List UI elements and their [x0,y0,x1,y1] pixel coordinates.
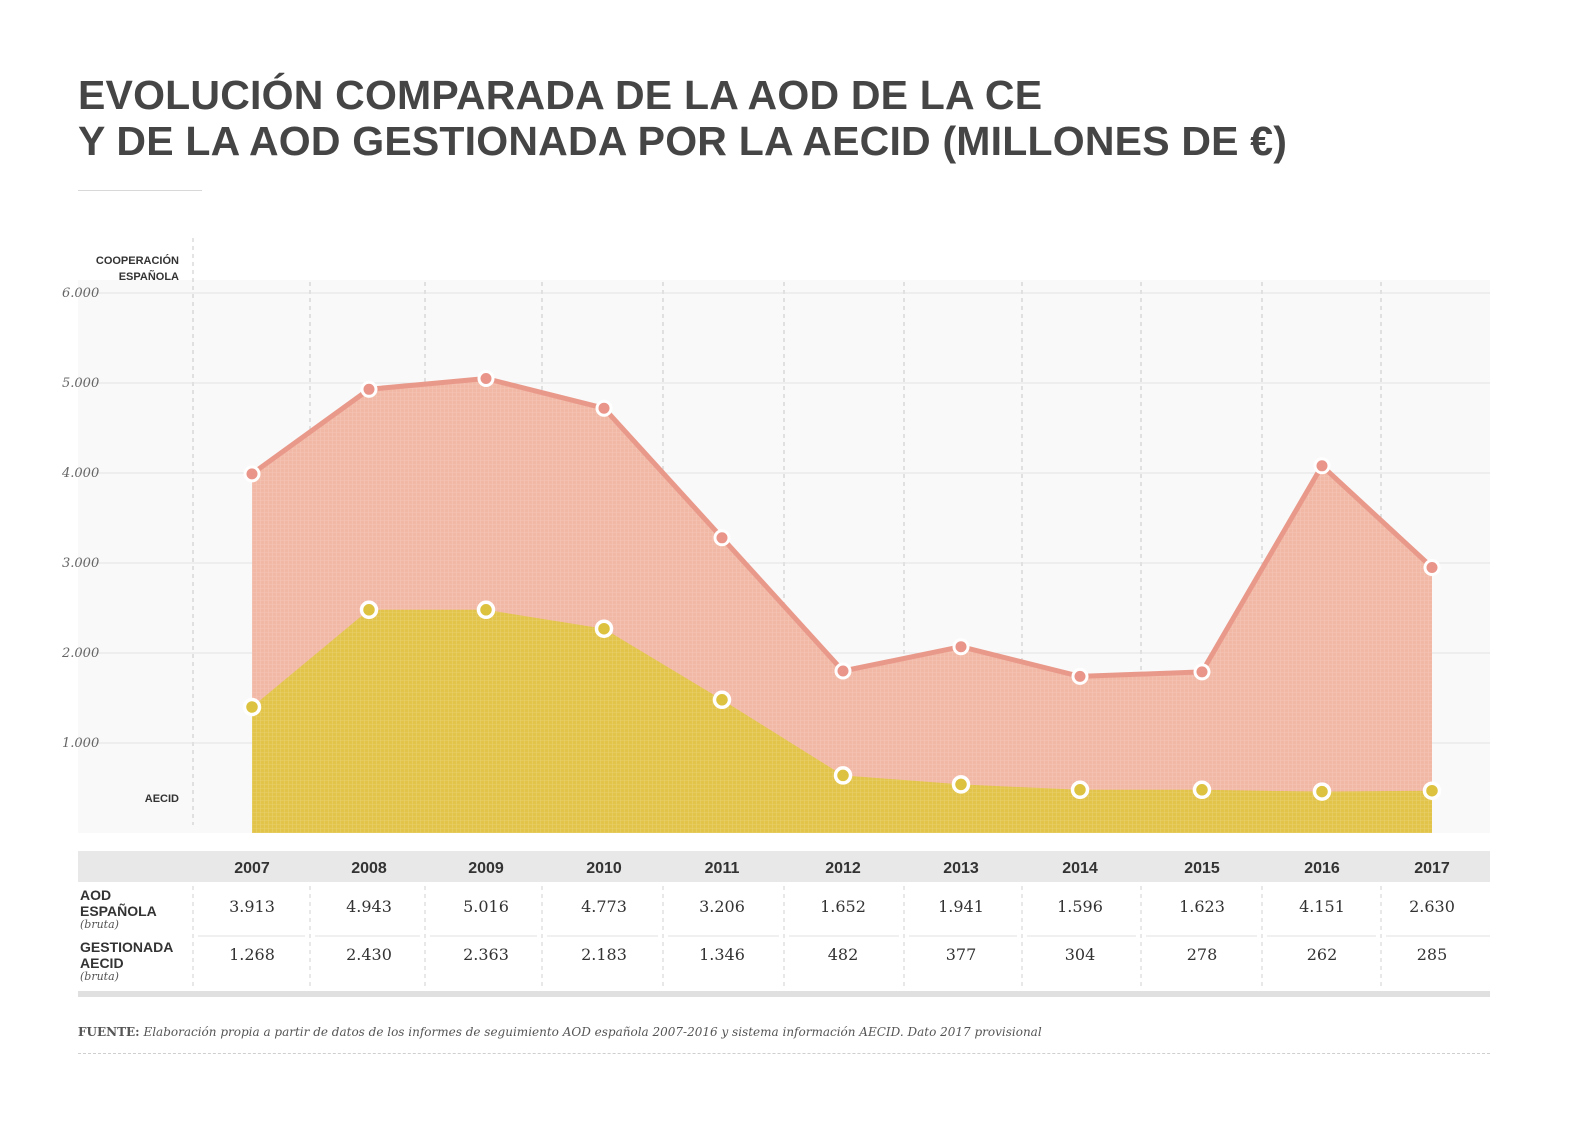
series-label-cooperacion: ESPAÑOLA [119,270,179,283]
cooperacion-point [595,399,613,417]
y-tick-label: 5.000 [62,376,99,391]
cell-value: 3.913 [229,897,275,916]
year-header: 2014 [1062,860,1098,877]
aecid-point [951,775,971,794]
aecid-point [242,697,262,717]
cooperacion-point [1071,667,1089,685]
footer-divider [78,1053,1490,1054]
cell-value: 2.430 [346,945,392,964]
cell-value: 1.941 [938,897,984,916]
cooperacion-point [713,529,731,547]
cell-value: 1.268 [229,945,275,964]
cell-value: 1.596 [1057,897,1103,916]
cooperacion-point [360,380,378,398]
y-tick-label: 6.000 [62,286,99,301]
year-header: 2010 [586,860,622,877]
cell-value: 2.630 [1409,897,1455,916]
cell-value: 482 [828,945,859,964]
cell-value: 1.652 [820,897,866,916]
source-text: Elaboración propia a partir de datos de … [143,1025,1042,1039]
aecid-point [1312,782,1332,801]
row-label: AECID [80,955,124,971]
cooperacion-point [1193,663,1211,681]
year-header: 2012 [825,860,861,877]
aecid-point [712,690,732,710]
chart-title-line1: EVOLUCIÓN COMPARADA DE LA AOD DE LA CE [78,72,1043,118]
cooperacion-point [834,662,852,680]
row-label: GESTIONADA [80,939,173,955]
row-label: ESPAÑOLA [80,902,157,919]
source-label: FUENTE: [78,1025,140,1039]
series-label-aecid: AECID [145,793,179,805]
table-bottom-bar [78,991,1490,997]
aecid-point [1192,780,1212,800]
cell-value: 1.623 [1179,897,1225,916]
cooperacion-point [477,370,495,387]
aecid-point [833,766,853,785]
cell-value: 5.016 [463,897,509,916]
year-header: 2011 [705,860,740,877]
cell-value: 278 [1187,945,1218,964]
aecid-point [594,619,614,638]
table-header-band [78,851,1490,882]
cell-value: 2.363 [463,945,509,964]
year-header: 2007 [234,860,270,877]
cell-value: 2.183 [581,945,627,964]
cell-value: 262 [1307,945,1338,964]
y-tick-label: 3.000 [62,556,99,571]
aecid-point [359,600,379,620]
chart-title: EVOLUCIÓN COMPARADA DE LA AOD DE LA CE Y… [78,72,1287,164]
chart-title-line2: Y DE LA AOD GESTIONADA POR LA AECID (MIL… [78,118,1288,164]
row-sublabel: (bruta) [80,970,119,983]
series-label-cooperacion: COOPERACIÓN [96,254,179,267]
cell-value: 4.943 [346,897,392,916]
y-tick-label: 2.000 [61,646,99,661]
aecid-point [1422,781,1442,800]
aecid-point [476,600,496,620]
year-header: 2009 [468,860,504,877]
row-sublabel: (bruta) [80,918,119,931]
row-label: AOD [80,887,111,903]
year-header: 2013 [943,860,979,877]
cell-value: 4.151 [1299,897,1345,916]
cell-value: 377 [946,945,977,964]
aecid-point [1070,780,1090,800]
year-header: 2015 [1184,860,1220,877]
year-header: 2017 [1414,860,1450,877]
cell-value: 304 [1065,945,1096,964]
y-tick-label: 1.000 [62,736,99,751]
cell-value: 3.206 [699,897,745,916]
title-divider [78,190,202,191]
year-header: 2008 [351,860,387,877]
cooperacion-point [952,638,970,656]
year-header: 2016 [1304,860,1340,877]
source-note: FUENTE: Elaboración propia a partir de d… [78,1025,1042,1039]
cell-value: 285 [1417,945,1448,964]
cooperacion-point [1313,457,1331,475]
aecid-area-texture [252,609,1432,833]
cell-value: 1.346 [699,945,745,964]
cell-value: 4.773 [581,897,627,916]
cooperacion-point [243,465,261,483]
cooperacion-point [1423,559,1441,576]
y-tick-label: 4.000 [61,466,99,481]
